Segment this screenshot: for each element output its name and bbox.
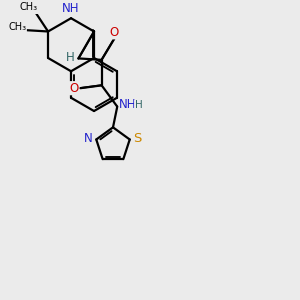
- Text: S: S: [134, 132, 142, 145]
- Text: H: H: [135, 100, 142, 110]
- Text: NH: NH: [119, 98, 137, 111]
- Text: N: N: [84, 132, 93, 145]
- Text: O: O: [110, 26, 119, 39]
- Text: CH₃: CH₃: [8, 22, 26, 32]
- Text: O: O: [70, 82, 79, 95]
- Text: NH: NH: [62, 2, 80, 15]
- Text: CH₃: CH₃: [20, 2, 38, 12]
- Text: H: H: [65, 50, 74, 64]
